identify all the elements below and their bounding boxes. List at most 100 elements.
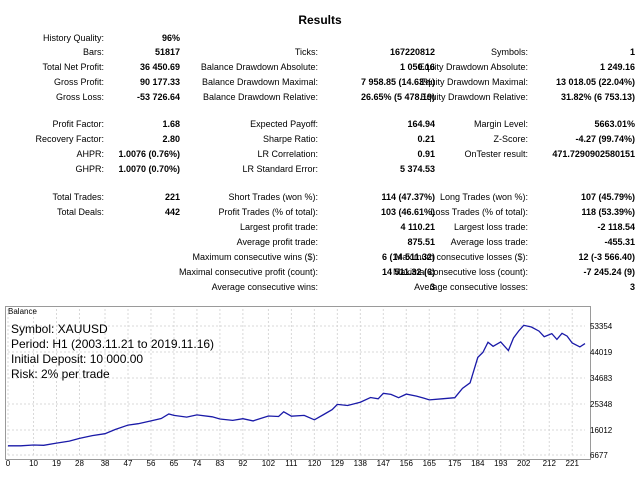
- history-quality-label: History Quality:: [42, 33, 104, 43]
- x-tick-label: 129: [331, 459, 345, 468]
- balance-line: [8, 324, 586, 447]
- avg-consec-losses-value: 3: [629, 282, 635, 292]
- y-tick-label: 25348: [590, 400, 613, 409]
- recovery-factor-label: Recovery Factor:: [35, 134, 104, 144]
- ticks-label: Ticks:: [294, 47, 318, 57]
- x-tick-label: 47: [124, 459, 133, 468]
- stats-row: Largest profit trade: 4 110.21 Largest l…: [0, 220, 640, 235]
- x-tick-label: 65: [169, 459, 178, 468]
- equity-dd-abs-value: 1 249.16: [599, 62, 635, 72]
- total-deals-value: 442: [164, 207, 180, 217]
- ahpr-label: AHPR:: [76, 149, 104, 159]
- stats-row: Total Net Profit: 36 450.69 Balance Draw…: [0, 60, 640, 75]
- gross-loss-value: -53 726.64: [136, 92, 180, 102]
- balance-dd-abs-label: Balance Drawdown Absolute:: [200, 62, 318, 72]
- expected-payoff-label: Expected Payoff:: [250, 119, 318, 129]
- stats-row: GHPR: 1.0070 (0.70%) LR Standard Error: …: [0, 162, 640, 177]
- profit-trades-value: 103 (46.61%): [380, 207, 435, 217]
- x-tick-label: 38: [101, 459, 110, 468]
- stats-row: Maximum consecutive wins ($): 6 (14 511.…: [0, 250, 640, 265]
- stats-row: Average profit trade: 875.51 Average los…: [0, 235, 640, 250]
- z-score-value: -4.27 (99.74%): [575, 134, 635, 144]
- x-tick-label: 83: [215, 459, 224, 468]
- stats-row: Average consecutive wins: 3 Average cons…: [0, 280, 640, 295]
- chart-info: Symbol: XAUUSD Period: H1 (2003.11.21 to…: [11, 322, 214, 382]
- avg-consec-wins-value: 3: [429, 282, 435, 292]
- stats-row: Total Deals: 442 Profit Trades (% of tot…: [0, 205, 640, 220]
- loss-trades-value: 118 (53.39%): [581, 207, 635, 217]
- total-trades-value: 221: [164, 192, 180, 202]
- stats-row: History Quality: 96%: [0, 31, 640, 46]
- x-tick-label: 92: [238, 459, 247, 468]
- x-tick-label: 74: [192, 459, 201, 468]
- bars-label: Bars:: [82, 47, 104, 57]
- ontester-result-value: 471.7290902580151: [552, 149, 635, 159]
- total-net-profit-value: 36 450.69: [139, 62, 180, 72]
- average-loss-value: -455.31: [604, 237, 635, 247]
- margin-level-label: Margin Level:: [473, 119, 528, 129]
- ahpr-value: 1.0076 (0.76%): [118, 149, 180, 159]
- ticks-value: 167220812: [389, 47, 435, 57]
- avg-consec-losses-label: Average consecutive losses:: [414, 282, 528, 292]
- y-tick-label: 53354: [590, 322, 613, 331]
- total-trades-label: Total Trades:: [52, 192, 104, 202]
- ghpr-value: 1.0070 (0.70%): [118, 164, 180, 174]
- chart-symbol-line: Symbol: XAUUSD: [11, 322, 108, 336]
- bars-value: 51817: [154, 47, 180, 57]
- sharpe-ratio-value: 0.21: [417, 134, 435, 144]
- sharpe-ratio-label: Sharpe Ratio:: [262, 134, 318, 144]
- profit-factor-value: 1.68: [162, 119, 180, 129]
- equity-dd-rel-value: 31.82% (6 753.13): [560, 92, 635, 102]
- chart-risk-line: Risk: 2% per trade: [11, 367, 110, 381]
- x-tick-label: 120: [308, 459, 322, 468]
- short-trades-label: Short Trades (won %):: [228, 192, 318, 202]
- average-profit-value: 875.51: [407, 237, 435, 247]
- lr-correlation-label: LR Correlation:: [257, 149, 318, 159]
- x-tick-label: 147: [377, 459, 391, 468]
- short-trades-value: 114 (47.37%): [381, 192, 435, 202]
- x-tick-label: 221: [566, 459, 580, 468]
- largest-loss-label: Largest loss trade:: [453, 222, 528, 232]
- profit-trades-label: Profit Trades (% of total):: [218, 207, 318, 217]
- stats-row: Total Trades: 221 Short Trades (won %): …: [0, 190, 640, 205]
- expected-payoff-value: 164.94: [407, 119, 435, 129]
- results-title: Results: [298, 13, 342, 27]
- y-tick-label: 16012: [590, 426, 613, 435]
- equity-dd-rel-label: Equity Drawdown Relative:: [420, 92, 528, 102]
- history-quality-value: 96%: [161, 33, 180, 43]
- x-tick-label: 175: [448, 459, 462, 468]
- x-tick-label: 165: [423, 459, 437, 468]
- x-tick-label: 212: [543, 459, 557, 468]
- balance-dd-abs-value: 1 050.16: [399, 62, 435, 72]
- chart-deposit-line: Initial Deposit: 10 000.00: [11, 352, 144, 366]
- chart-caption: Balance: [8, 307, 37, 316]
- long-trades-label: Long Trades (won %):: [439, 192, 528, 202]
- balance-dd-rel-label: Balance Drawdown Relative:: [202, 92, 318, 102]
- x-tick-label: 156: [400, 459, 414, 468]
- y-tick-label: 44019: [590, 348, 613, 357]
- max-consec-wins-label: Maximum consecutive wins ($):: [192, 252, 318, 262]
- max-consec-losses-label: Maximum consecutive losses ($):: [394, 252, 528, 262]
- z-score-label: Z-Score:: [493, 134, 528, 144]
- maximal-consec-profit-label: Maximal consecutive profit (count):: [178, 267, 318, 277]
- gross-loss-label: Gross Loss:: [55, 92, 104, 102]
- balance-dd-max-value: 7 958.85 (14.63%): [360, 77, 435, 87]
- recovery-factor-value: 2.80: [162, 134, 180, 144]
- symbols-label: Symbols:: [490, 47, 528, 57]
- margin-level-value: 5663.01%: [594, 119, 635, 129]
- symbols-value: 1: [629, 47, 635, 57]
- largest-profit-label: Largest profit trade:: [239, 222, 318, 232]
- y-tick-label: 6677: [590, 451, 608, 460]
- stats-row: Gross Profit: 90 177.33 Balance Drawdown…: [0, 75, 640, 90]
- stats-row: Recovery Factor: 2.80 Sharpe Ratio: 0.21…: [0, 132, 640, 147]
- balance-dd-rel-value: 26.65% (5 478.19): [360, 92, 435, 102]
- lr-std-error-label: LR Standard Error:: [242, 164, 318, 174]
- x-tick-label: 102: [262, 459, 276, 468]
- total-net-profit-label: Total Net Profit:: [42, 62, 104, 72]
- max-consec-losses-value: 12 (-3 566.40): [578, 252, 635, 262]
- equity-dd-max-value: 13 018.05 (22.04%): [555, 77, 635, 87]
- max-consec-wins-value: 6 (14 511.32): [381, 252, 435, 262]
- largest-profit-value: 4 110.21: [400, 222, 435, 232]
- x-tick-label: 193: [494, 459, 508, 468]
